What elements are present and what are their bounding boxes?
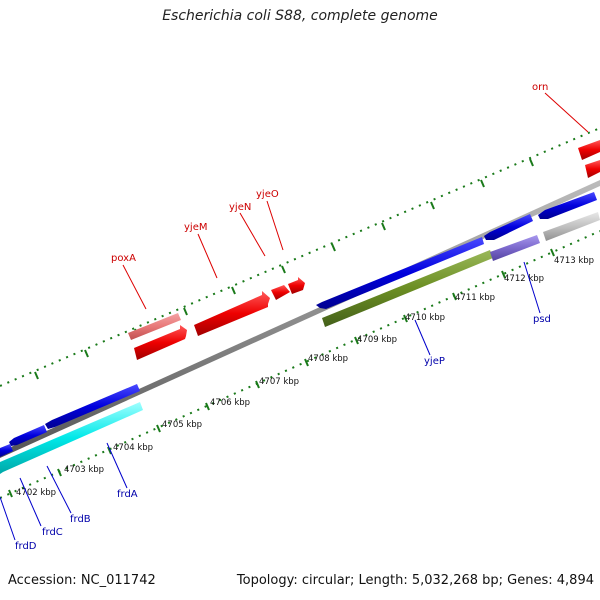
forward-genes (128, 140, 600, 360)
gene-poxA[interactable] (128, 313, 181, 340)
gene-orn-partner[interactable] (585, 160, 600, 178)
tick-label: 4707 kbp (259, 377, 299, 387)
tick-label: 4704 kbp (113, 443, 153, 453)
forward-tick-ring (0, 127, 600, 387)
genome-summary-text: Topology: circular; Length: 5,032,268 bp… (236, 573, 594, 588)
tick-labels: 4702 kbp 4703 kbp 4704 kbp 4705 kbp 4706… (16, 256, 594, 498)
gene-blue-right[interactable] (538, 192, 597, 219)
gene-frdC-blue[interactable] (0, 444, 13, 457)
tick-label: 4708 kbp (308, 354, 348, 364)
tick-label: 4703 kbp (64, 465, 104, 475)
tick-label: 4709 kbp (357, 335, 397, 345)
gene-orn[interactable] (578, 140, 600, 160)
gene-poxA-partner[interactable] (134, 325, 187, 360)
gene-yjeM[interactable] (194, 291, 270, 336)
gene-frdA[interactable] (45, 384, 140, 429)
gene-label-yjeO[interactable]: yjeO (256, 189, 279, 200)
gene-frd-cyan[interactable] (0, 402, 143, 474)
gene-yjeP-olive[interactable] (322, 250, 493, 327)
tick-label: 4711 kbp (455, 293, 495, 303)
gene-frdB[interactable] (9, 425, 47, 446)
gene-label-frdD[interactable]: frdD (15, 541, 37, 552)
genome-title: Escherichia coli S88, complete genome (162, 8, 438, 24)
tick-label: 4710 kbp (405, 313, 445, 323)
tick-label: 4702 kbp (16, 488, 56, 498)
tick-label: 4713 kbp (554, 256, 594, 266)
gene-label-orn[interactable]: orn (532, 82, 548, 93)
forward-label-leaders (122, 92, 589, 310)
gene-grey-right[interactable] (543, 212, 600, 241)
gene-label-yjeM[interactable]: yjeM (184, 222, 207, 233)
tick-label: 4706 kbp (210, 398, 250, 408)
gene-label-yjeP[interactable]: yjeP (424, 356, 445, 367)
genome-backbone (0, 180, 600, 458)
gene-label-psd[interactable]: psd (533, 314, 551, 325)
tick-label: 4705 kbp (162, 420, 202, 430)
gene-yjeP[interactable] (316, 237, 484, 309)
tick-label: 4712 kbp (504, 274, 544, 284)
gene-label-poxA[interactable]: poxA (111, 253, 136, 264)
gene-label-frdA[interactable]: frdA (117, 489, 138, 500)
reverse-tick-ring (0, 230, 600, 499)
accession-text: Accession: NC_011742 (8, 573, 156, 588)
gene-yjeO[interactable] (288, 277, 305, 294)
forward-gene-labels: orn poxA yjeM yjeN yjeO (111, 82, 548, 264)
gene-blue-mid[interactable] (484, 214, 533, 240)
reverse-genes (0, 192, 600, 474)
reverse-gene-labels: frdA frdB frdC frdD yjeP psd (15, 314, 551, 552)
gene-label-frdC[interactable]: frdC (42, 527, 63, 538)
gene-label-frdB[interactable]: frdB (70, 514, 91, 525)
gene-psd[interactable] (490, 235, 540, 261)
gene-label-yjeN[interactable]: yjeN (229, 202, 251, 213)
reverse-label-leaders (0, 261, 541, 541)
reverse-major-ticks (8, 248, 555, 498)
gene-yjeN[interactable] (271, 285, 290, 300)
